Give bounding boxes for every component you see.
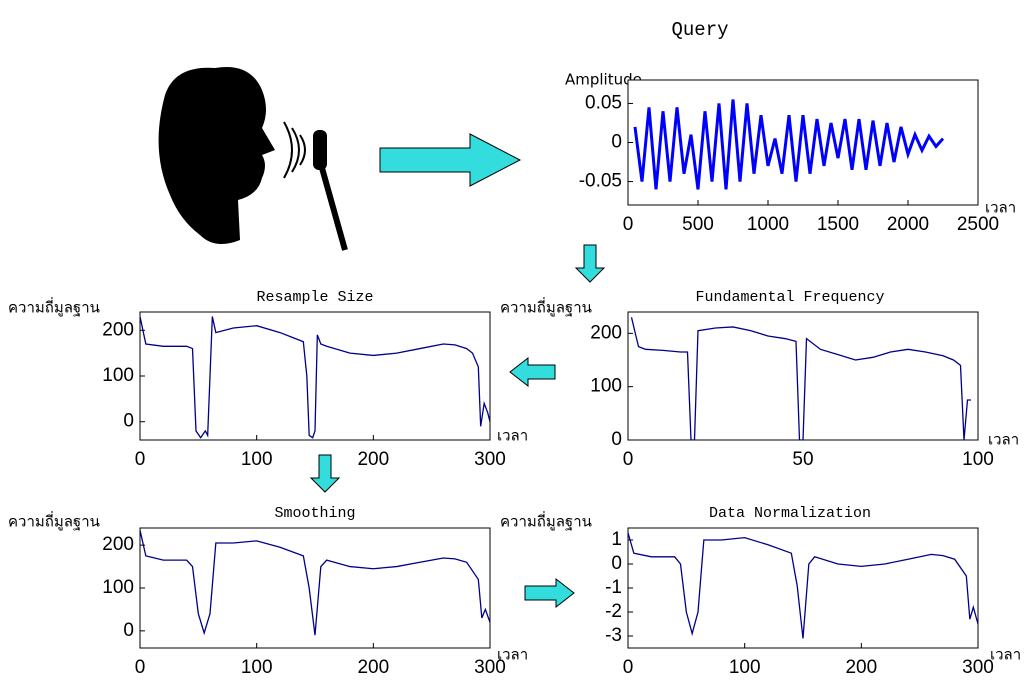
chart-title: Query	[671, 19, 728, 41]
y-tick-label: 200	[590, 322, 622, 343]
y-tick-label: 100	[590, 376, 622, 397]
x-axis-label: เวลา	[985, 199, 1016, 217]
y-tick-label: 0	[123, 620, 134, 641]
x-tick-label: 0	[623, 214, 634, 235]
data-line	[630, 317, 971, 440]
x-tick-label: 100	[241, 657, 273, 678]
data-line	[140, 529, 490, 636]
plot-frame	[627, 527, 979, 649]
y-axis-label: ความถี่มูลฐาน	[8, 297, 100, 317]
chart-title: Resample Size	[256, 289, 373, 306]
x-tick-label: 2000	[887, 214, 929, 235]
x-tick-label: 300	[474, 449, 506, 470]
x-tick-label: 100	[241, 449, 273, 470]
x-tick-label: 2500	[957, 214, 999, 235]
y-tick-label: 0	[611, 132, 622, 153]
y-tick-label: -1	[605, 577, 622, 598]
data-line	[628, 532, 978, 639]
data-line	[140, 316, 490, 439]
arrows	[309, 133, 606, 609]
y-axis-label: ความถี่มูลฐาน	[8, 511, 100, 531]
speaker-icon	[158, 66, 348, 251]
data-line	[633, 99, 945, 190]
x-axis-label: เวลา	[990, 646, 1021, 664]
y-tick-label: 200	[102, 319, 134, 340]
x-axis-label: เวลา	[497, 427, 528, 445]
y-axis-label: Amplitude	[565, 71, 642, 89]
x-tick-label: 200	[845, 657, 877, 678]
y-tick-label: 100	[102, 577, 134, 598]
chart-title: Smoothing	[274, 505, 355, 522]
x-tick-label: 1500	[817, 214, 859, 235]
plot-frame	[627, 311, 979, 441]
chart-title: Data Normalization	[709, 505, 871, 522]
x-tick-label: 0	[135, 449, 146, 470]
y-tick-label: 200	[102, 534, 134, 555]
y-axis-label: ความถี่มูลฐาน	[500, 511, 592, 531]
x-tick-label: 500	[682, 214, 714, 235]
x-tick-label: 0	[623, 449, 634, 470]
x-tick-label: 300	[962, 657, 994, 678]
y-axis-label: ความถี่มูลฐาน	[500, 297, 592, 317]
y-tick-label: 0	[611, 553, 622, 574]
x-tick-label: 1000	[747, 214, 789, 235]
x-tick-label: 0	[623, 657, 634, 678]
x-tick-label: 0	[135, 657, 146, 678]
x-tick-label: 100	[729, 657, 761, 678]
x-axis-label: เวลา	[988, 431, 1019, 449]
x-tick-label: 50	[792, 449, 813, 470]
y-tick-label: 100	[102, 365, 134, 386]
x-tick-label: 200	[357, 657, 389, 678]
chart-panel: Query Amplitude เวลา 0.05 0 -0.05 0 500 1000 1500…	[565, 19, 1016, 235]
x-tick-label: 100	[962, 449, 994, 470]
x-tick-label: 200	[357, 449, 389, 470]
y-tick-label: 0.05	[585, 92, 622, 113]
y-tick-label: 0	[611, 429, 622, 450]
x-tick-label: 300	[474, 657, 506, 678]
y-tick-label: -3	[605, 625, 622, 646]
y-tick-label: 1	[611, 529, 622, 550]
chart-title: Fundamental Frequency	[695, 289, 884, 306]
y-tick-label: -2	[605, 601, 622, 622]
x-axis-label: เวลา	[497, 646, 528, 664]
y-tick-label: -0.05	[579, 171, 622, 192]
y-tick-label: 0	[123, 411, 134, 432]
